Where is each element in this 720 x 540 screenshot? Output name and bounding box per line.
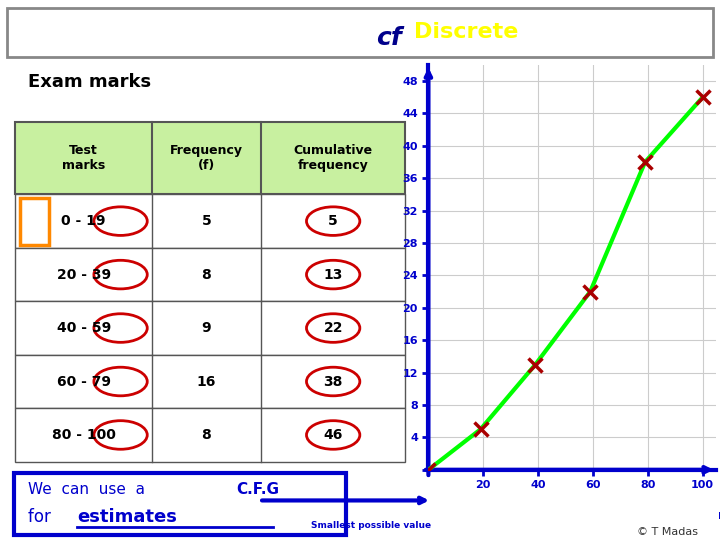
Text: cf: cf: [377, 25, 402, 50]
Bar: [15, 408, 405, 462]
Text: Cumulative
frequency: Cumulative frequency: [294, 144, 373, 172]
Text: C.F.G: C.F.G: [236, 482, 279, 497]
Text: 60 - 79: 60 - 79: [57, 375, 111, 388]
Text: Discrete: Discrete: [413, 22, 518, 43]
Bar: [15, 301, 405, 355]
Text: Exam marks: Exam marks: [27, 73, 151, 91]
Text: 8: 8: [202, 268, 212, 281]
Text: estimates: estimates: [77, 508, 177, 526]
Text: Cumulative Frequency Graphs for: Cumulative Frequency Graphs for: [22, 22, 450, 43]
Bar: [15, 194, 405, 248]
Bar: [15, 122, 405, 194]
Text: 80 - 100: 80 - 100: [52, 428, 116, 442]
Text: 5: 5: [202, 214, 212, 228]
Text: Test
marks: Test marks: [718, 494, 720, 522]
Text: Data: Data: [513, 22, 580, 43]
Bar: [15, 248, 405, 301]
Text: Smallest possible value: Smallest possible value: [311, 521, 431, 530]
Text: 40 - 59: 40 - 59: [56, 321, 111, 335]
Text: Test
marks: Test marks: [62, 144, 105, 172]
Text: 20 - 39: 20 - 39: [57, 268, 111, 281]
Text: Frequency
(f): Frequency (f): [170, 144, 243, 172]
Text: 46: 46: [323, 428, 343, 442]
Bar: [20, 198, 49, 245]
Text: 0 - 19: 0 - 19: [61, 214, 106, 228]
Text: We  can  use  a: We can use a: [27, 482, 150, 497]
Text: 5: 5: [328, 214, 338, 228]
Text: 16: 16: [197, 375, 216, 388]
Bar: [15, 355, 405, 408]
Text: 22: 22: [323, 321, 343, 335]
Text: 13: 13: [323, 268, 343, 281]
Text: 9: 9: [202, 321, 211, 335]
Text: for: for: [27, 508, 55, 526]
Text: 8: 8: [202, 428, 212, 442]
Text: © T Madas: © T Madas: [637, 527, 698, 537]
Text: 38: 38: [323, 375, 343, 388]
